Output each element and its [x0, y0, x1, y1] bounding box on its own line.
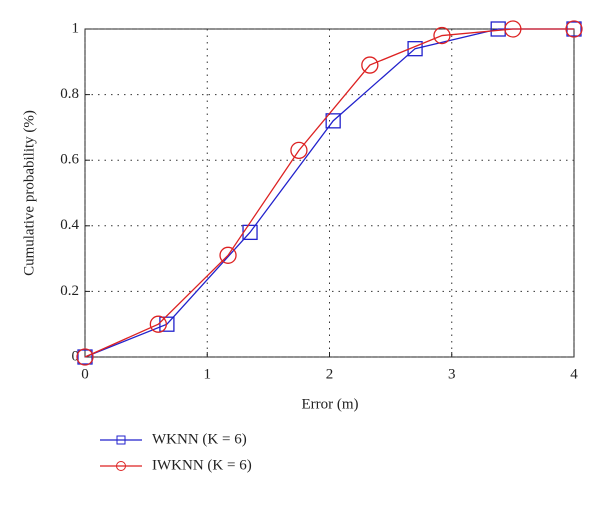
legend-label: WKNN (K = 6)	[152, 431, 247, 447]
series-line	[84, 28, 574, 358]
x-tick-label: 2	[326, 366, 334, 382]
marker	[361, 56, 379, 74]
legend-marker	[116, 435, 126, 445]
legend-marker	[116, 461, 126, 471]
x-tick-label: 3	[448, 366, 456, 382]
marker	[407, 41, 423, 57]
marker	[504, 20, 522, 38]
plot-area	[84, 28, 575, 358]
marker	[433, 26, 451, 45]
marker	[159, 316, 175, 332]
y-tick-label: 0.4	[60, 217, 79, 233]
y-axis-label: Cumulative probability (%)	[21, 110, 37, 276]
x-tick-label: 0	[81, 366, 89, 382]
legend-label: IWKNN (K = 6)	[152, 457, 252, 473]
y-tick-label: 0	[72, 348, 80, 364]
marker	[77, 349, 93, 365]
y-tick-label: 0.8	[60, 86, 79, 102]
marker	[565, 20, 583, 38]
marker	[149, 315, 168, 333]
x-axis-label: Error (m)	[301, 396, 358, 412]
x-tick-label: 4	[570, 366, 578, 382]
y-tick-label: 1	[72, 20, 80, 36]
marker	[76, 348, 94, 366]
marker	[290, 141, 308, 160]
marker	[219, 246, 237, 264]
y-tick-label: 0.6	[60, 152, 79, 168]
x-tick-label: 1	[204, 366, 212, 382]
y-tick-label: 0.2	[60, 283, 79, 299]
marker	[325, 113, 341, 129]
